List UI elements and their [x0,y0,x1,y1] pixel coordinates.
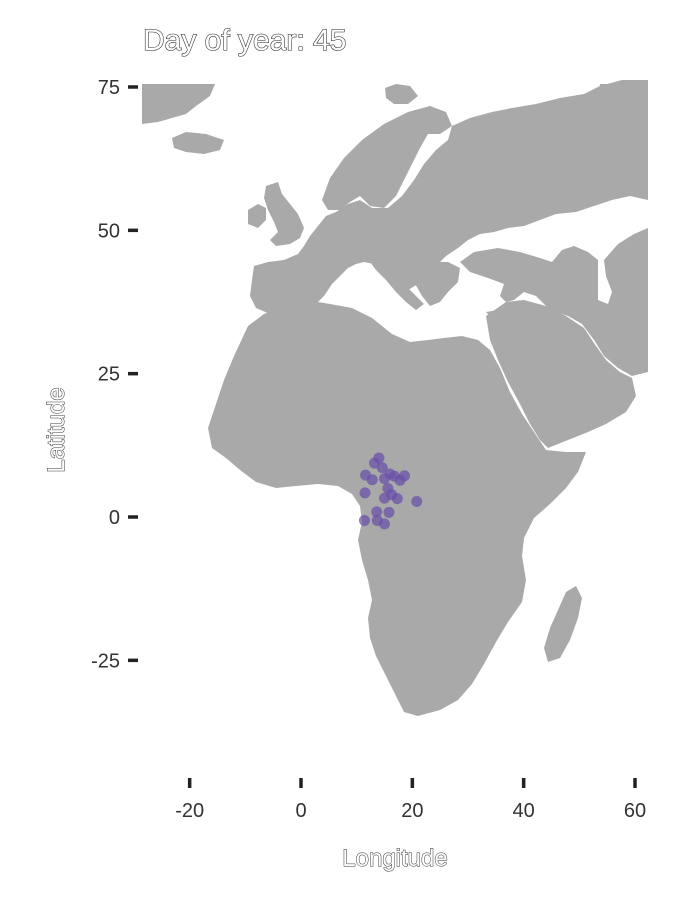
svalbard-landmass [385,84,418,104]
observation-point [359,487,371,499]
x-tick-label: 0 [295,800,306,822]
x-axis: -20 0 20 40 60 [175,778,646,822]
y-tick-label: 75 [98,77,120,99]
y-tick-label: 0 [109,507,120,529]
observation-points [358,452,423,530]
observation-point [383,506,395,518]
observation-point [394,474,406,486]
x-tick-label: 60 [624,800,646,822]
greenland-landmass [142,84,215,124]
x-tick-label: 20 [401,800,423,822]
x-tick-label: -20 [175,800,204,822]
observation-point [371,506,383,518]
observation-point [411,496,423,508]
middle-east-landmass [486,300,636,448]
y-tick-label: 25 [98,364,120,386]
observation-point [358,514,370,526]
africa-landmass [208,300,586,716]
observation-point [379,518,390,530]
eurasia-landmass [250,80,648,376]
madagascar-landmass [544,586,582,662]
y-tick-label: 50 [98,220,120,242]
observation-point [379,473,390,485]
balkans-landmass [408,262,460,306]
iceland-landmass [172,132,224,154]
land-masses [142,80,648,716]
x-tick-label: 40 [513,800,535,822]
observation-point [391,493,403,505]
cyprus-landmass [486,310,502,318]
x-axis-title: Longitude [342,845,447,872]
chart-title: Day of year: 45 [143,24,346,57]
y-tick-label: -25 [91,650,120,672]
italy-landmass [370,262,424,310]
scandinavia-landmass [322,106,452,210]
y-axis: 75 50 25 0 -25 [91,77,138,672]
y-axis-title: Latitude [43,387,70,472]
observation-point [376,462,388,474]
great-britain-landmass [264,182,304,246]
ireland-landmass [248,204,266,228]
observation-point [366,474,378,486]
